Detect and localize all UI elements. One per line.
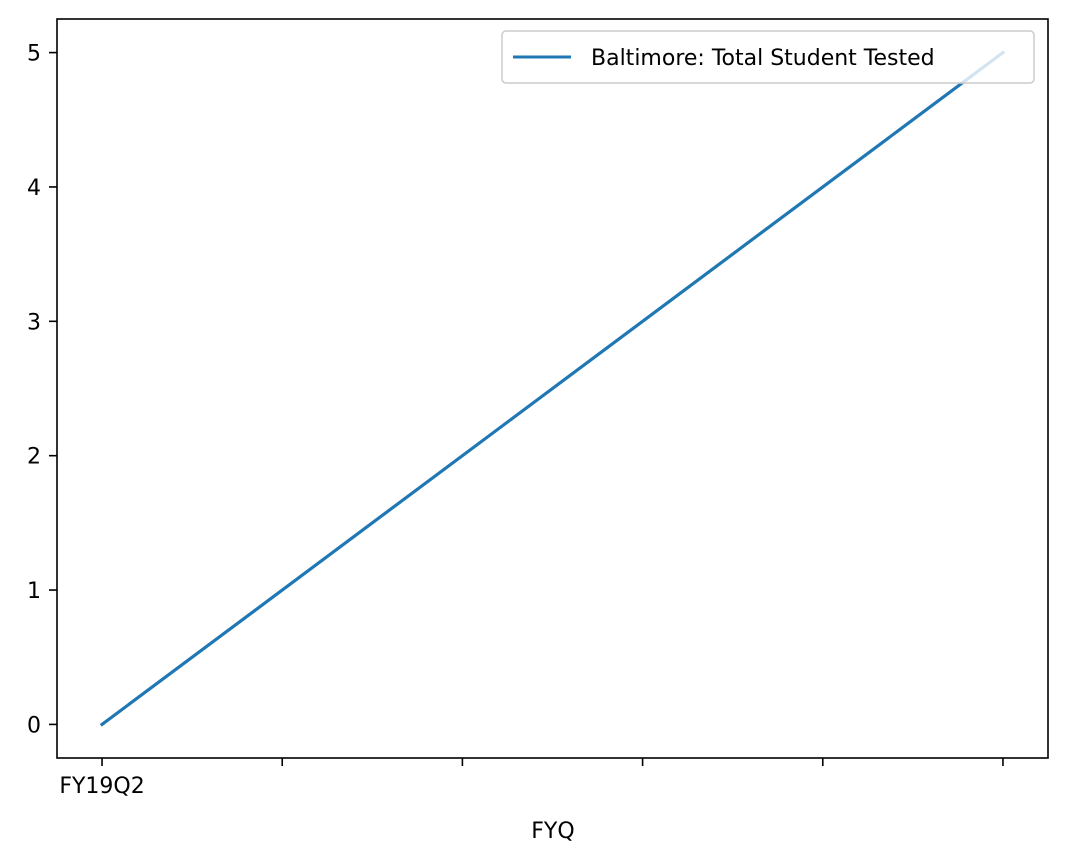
y-tick-label: 4: [27, 176, 41, 201]
x-axis-label: FYQ: [531, 819, 574, 844]
y-axis-ticks: 0 1 2 3 4 5: [27, 42, 57, 738]
y-tick-label: 2: [27, 445, 41, 470]
legend-box: [501, 30, 1035, 84]
x-tick-label: FY19Q2: [59, 774, 144, 799]
series-line-0: [99, 50, 1006, 727]
plot-frame: [56, 18, 1049, 759]
y-tick-label: 1: [27, 579, 41, 604]
legend-entry-label: Baltimore: Total Student Tested: [591, 46, 935, 71]
y-tick-label: 5: [27, 42, 41, 67]
legend: Baltimore: Total Student Tested: [501, 30, 1035, 84]
y-tick-label: 0: [27, 713, 41, 738]
y-tick-label: 3: [27, 310, 41, 335]
x-axis-ticks: FY19Q2: [59, 758, 1004, 799]
plot-layer: [99, 50, 1006, 727]
